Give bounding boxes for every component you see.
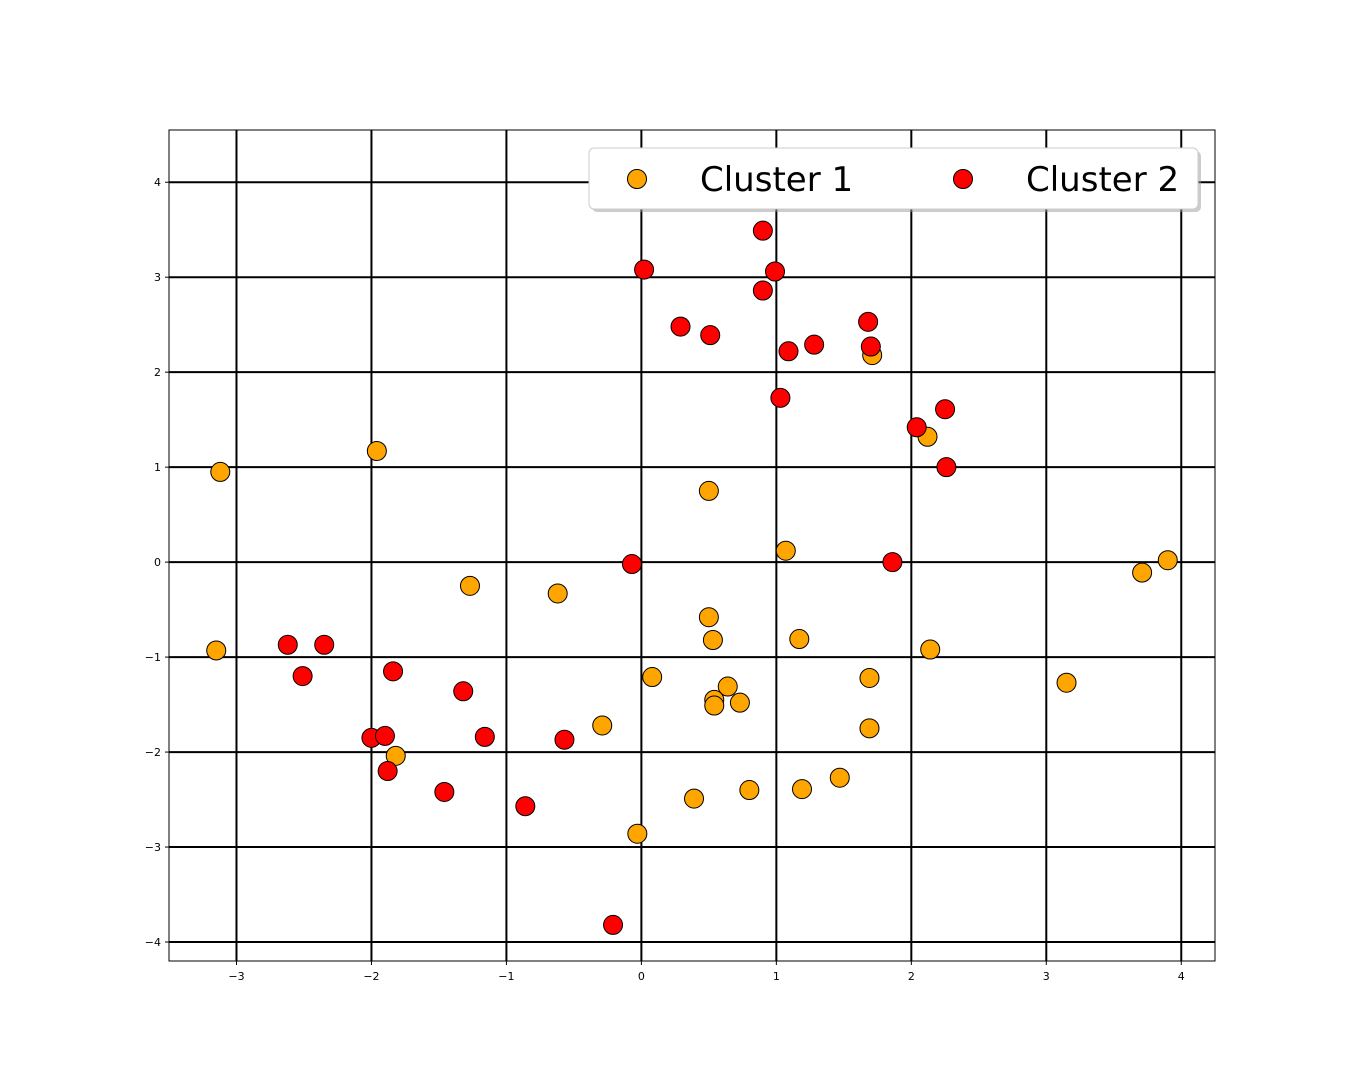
y-axis-ticks: −4 −3 −2 −1 0 1 2 3 4 <box>145 176 169 949</box>
data-point <box>752 280 773 301</box>
data-point <box>739 780 760 801</box>
data-point <box>778 341 799 362</box>
data-point <box>670 316 691 337</box>
plot-area <box>168 129 1216 962</box>
legend: Cluster 1 Cluster 2 <box>588 147 1201 212</box>
data-point <box>882 552 903 573</box>
x-tick-label: 0 <box>638 970 645 983</box>
data-point <box>554 729 575 750</box>
y-tick-label: −1 <box>145 651 161 664</box>
data-point <box>700 325 721 346</box>
y-tick-label: 4 <box>154 176 161 189</box>
data-point <box>752 220 773 241</box>
x-axis-ticks: −3 −2 −1 0 1 2 3 4 <box>228 961 1185 983</box>
data-point <box>1056 672 1077 693</box>
data-point <box>829 767 850 788</box>
x-tick-label: 2 <box>908 970 915 983</box>
data-point <box>642 667 663 688</box>
data-point <box>603 914 624 935</box>
data-point <box>314 634 335 655</box>
legend-label: Cluster 1 <box>700 160 853 200</box>
x-tick-label: −1 <box>498 970 514 983</box>
data-point <box>717 676 738 697</box>
data-point <box>860 336 881 357</box>
data-points <box>206 220 1178 935</box>
data-point <box>547 583 568 604</box>
axes-background <box>169 130 1215 961</box>
data-point <box>765 261 786 282</box>
y-tick-label: −2 <box>145 746 161 759</box>
data-point <box>634 259 655 280</box>
data-point <box>729 692 750 713</box>
data-point <box>702 629 723 650</box>
data-point <box>459 575 480 596</box>
legend-box <box>588 147 1199 210</box>
x-tick-label: −3 <box>228 970 244 983</box>
y-tick-label: −3 <box>145 841 161 854</box>
x-tick-label: 3 <box>1043 970 1050 983</box>
data-point <box>1157 550 1178 571</box>
data-point <box>858 311 879 332</box>
data-point <box>366 441 387 462</box>
data-point <box>1132 562 1153 583</box>
data-point <box>775 540 796 561</box>
data-point <box>770 387 791 408</box>
legend-marker <box>627 169 647 189</box>
x-tick-label: 4 <box>1178 970 1185 983</box>
data-point <box>698 480 719 501</box>
data-point <box>383 661 404 682</box>
x-tick-label: −2 <box>363 970 379 983</box>
data-point <box>377 761 398 782</box>
legend-entries: Cluster 1 Cluster 2 <box>627 160 1179 200</box>
grid-lines <box>169 130 1215 961</box>
data-point <box>515 796 536 817</box>
y-tick-label: 0 <box>154 556 161 569</box>
data-point <box>859 667 880 688</box>
data-point <box>434 781 455 802</box>
y-tick-label: 2 <box>154 366 161 379</box>
data-point <box>684 788 705 809</box>
series-2 <box>277 220 957 935</box>
data-point <box>621 554 642 575</box>
data-point <box>474 726 495 747</box>
data-point <box>704 695 725 716</box>
data-point <box>292 666 313 687</box>
data-point <box>210 461 231 482</box>
axes-frame <box>168 129 1216 962</box>
legend-label: Cluster 2 <box>1026 160 1179 200</box>
x-tick-label: 1 <box>773 970 780 983</box>
data-point <box>277 634 298 655</box>
data-point <box>906 417 927 438</box>
legend-marker <box>953 169 973 189</box>
series-1 <box>206 345 1178 844</box>
y-tick-label: −4 <box>145 936 161 949</box>
data-point <box>791 779 812 800</box>
data-point <box>592 715 613 736</box>
y-tick-label: 1 <box>154 461 161 474</box>
data-point <box>789 629 810 650</box>
data-point <box>627 823 648 844</box>
data-point <box>698 607 719 628</box>
data-point <box>920 639 941 660</box>
y-tick-label: 3 <box>154 271 161 284</box>
data-point <box>206 640 227 661</box>
data-point <box>804 334 825 355</box>
data-point <box>859 718 880 739</box>
data-point <box>374 725 395 746</box>
data-point <box>936 457 957 478</box>
data-point <box>935 399 956 420</box>
data-point <box>453 681 474 702</box>
